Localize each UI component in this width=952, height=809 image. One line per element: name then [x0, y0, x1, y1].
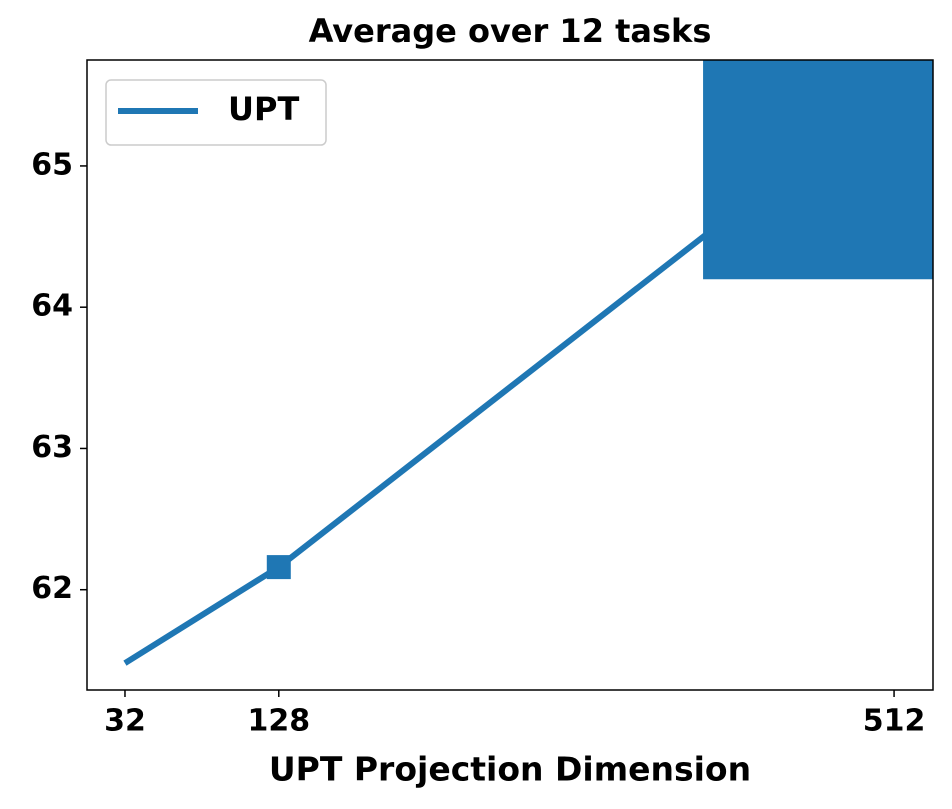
y-tick-label: 62: [31, 571, 73, 606]
plot-area: [123, 60, 933, 666]
y-tick-label: 63: [31, 430, 73, 465]
x-tick-label: 32: [104, 704, 146, 739]
marker: [703, 60, 933, 280]
legend-label: UPT: [228, 90, 299, 128]
x-axis-label: UPT Projection Dimension: [269, 750, 751, 789]
y-tick-label: 64: [31, 289, 73, 324]
y-tick-label: 65: [31, 147, 73, 182]
legend-box: [105, 79, 327, 146]
x-tick-label: 512: [863, 704, 926, 739]
x-tick-label: 128: [247, 704, 310, 739]
marker: [266, 555, 291, 580]
chart-title: Average over 12 tasks: [309, 12, 712, 50]
plot-frame: [86, 59, 934, 691]
